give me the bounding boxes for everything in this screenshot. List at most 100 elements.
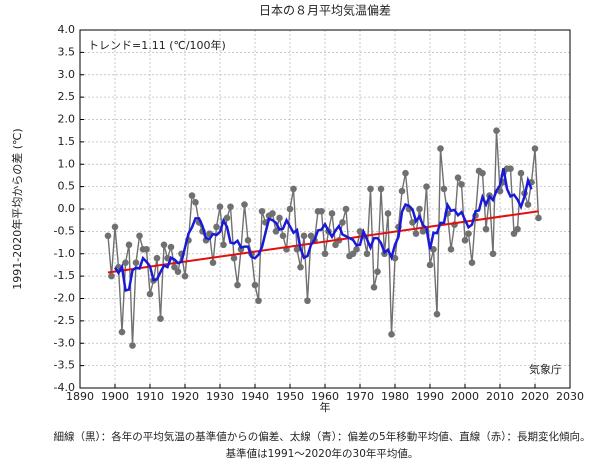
data-point <box>300 232 308 240</box>
data-point <box>143 245 150 253</box>
data-point <box>230 254 238 262</box>
data-point <box>430 245 437 253</box>
data-point <box>339 219 346 226</box>
x-tick-label: 2030 <box>556 390 584 403</box>
y-tick-label: -3.5 <box>54 359 75 372</box>
data-point <box>146 290 154 298</box>
y-tick-label: -4.0 <box>54 381 75 394</box>
data-point <box>244 237 252 244</box>
data-point <box>223 214 231 222</box>
data-point <box>181 272 189 280</box>
data-point <box>269 210 276 217</box>
x-tick-label: 1890 <box>66 390 94 403</box>
x-tick-label: 2020 <box>521 390 549 403</box>
data-point <box>416 205 423 213</box>
y-tick-label: -2.0 <box>54 292 75 305</box>
data-point <box>279 232 287 240</box>
data-point <box>318 207 325 215</box>
data-point <box>454 174 462 181</box>
chart-title: 日本の８月平均気温偏差 <box>259 3 391 18</box>
data-point <box>192 198 199 206</box>
data-point <box>531 145 539 152</box>
data-point <box>167 243 175 251</box>
y-tick-label: 2.0 <box>58 113 76 126</box>
data-point <box>293 245 301 253</box>
data-point <box>479 169 486 177</box>
data-point <box>402 169 409 177</box>
data-point <box>440 185 448 193</box>
y-tick-label: 3.5 <box>58 45 76 58</box>
data-point <box>342 205 350 213</box>
data-point <box>321 250 329 258</box>
y-tick-label: 2.5 <box>58 90 76 103</box>
data-point <box>489 250 497 258</box>
data-point <box>468 259 476 267</box>
data-point <box>398 187 406 195</box>
data-point <box>216 203 224 211</box>
data-point <box>258 207 266 215</box>
data-point <box>419 228 427 235</box>
data-point <box>160 241 168 249</box>
source: 気象庁 <box>529 362 562 376</box>
data-point <box>129 342 136 349</box>
data-point <box>220 241 227 249</box>
data-point <box>356 228 364 235</box>
data-point <box>349 250 357 258</box>
x-tick-label: 1980 <box>381 390 409 403</box>
data-point <box>171 263 178 271</box>
data-point <box>304 297 311 305</box>
x-tick-label: 1950 <box>276 390 304 403</box>
data-point <box>255 297 262 305</box>
data-point <box>426 261 434 269</box>
data-point <box>188 192 196 199</box>
data-point <box>209 259 217 267</box>
data-point <box>332 241 339 249</box>
y-tick-label: 0.5 <box>58 180 76 193</box>
x-tick-label: 1970 <box>346 390 374 403</box>
x-tick-label: 1920 <box>171 390 199 403</box>
data-point <box>535 214 542 222</box>
data-point <box>125 241 133 249</box>
data-point <box>213 223 220 231</box>
x-tick-label: 1900 <box>101 390 129 403</box>
data-point <box>447 245 455 253</box>
data-point <box>290 185 297 193</box>
x-tick-label: 2000 <box>451 390 479 403</box>
data-point <box>370 284 378 291</box>
x-tick-label: 1960 <box>311 390 339 403</box>
data-point <box>251 281 259 289</box>
y-tick-label: 0.0 <box>58 202 76 215</box>
data-point <box>241 201 248 208</box>
plot-frame <box>79 29 571 389</box>
y-tick-label: 4.0 <box>58 23 76 36</box>
data-point <box>510 230 518 237</box>
x-tick-label: 1930 <box>206 390 234 403</box>
y-axis-label: 1991-2020年平均からの差 (℃) <box>10 128 24 289</box>
data-point <box>514 225 521 233</box>
x-tick-label: 1990 <box>416 390 444 403</box>
y-tick-label: -1.0 <box>54 247 75 260</box>
data-line <box>107 130 540 346</box>
x-axis-label: 年 <box>320 400 331 414</box>
footnote: 細線（黒）：各年の平均気温の基準値からの偏差、太線（青）：偏差の5年移動平均値、… <box>54 430 591 443</box>
y-tick-label: 1.0 <box>58 157 76 170</box>
data-point <box>507 165 514 173</box>
data-point <box>111 223 119 231</box>
y-tick-label: -0.5 <box>54 224 75 237</box>
data-point <box>136 232 143 240</box>
data-point <box>458 181 465 188</box>
data-point <box>384 210 392 217</box>
y-tick-label: -3.0 <box>54 336 75 349</box>
data-point <box>286 205 294 213</box>
x-tick-label: 1910 <box>136 390 164 403</box>
data-point <box>132 259 140 267</box>
data-point <box>227 203 234 211</box>
data-point <box>118 328 126 336</box>
data-point <box>153 254 161 262</box>
data-point <box>367 185 374 193</box>
data-point <box>374 268 381 275</box>
y-tick-label: 3.0 <box>58 68 76 81</box>
y-tick-label: -1.5 <box>54 269 75 282</box>
